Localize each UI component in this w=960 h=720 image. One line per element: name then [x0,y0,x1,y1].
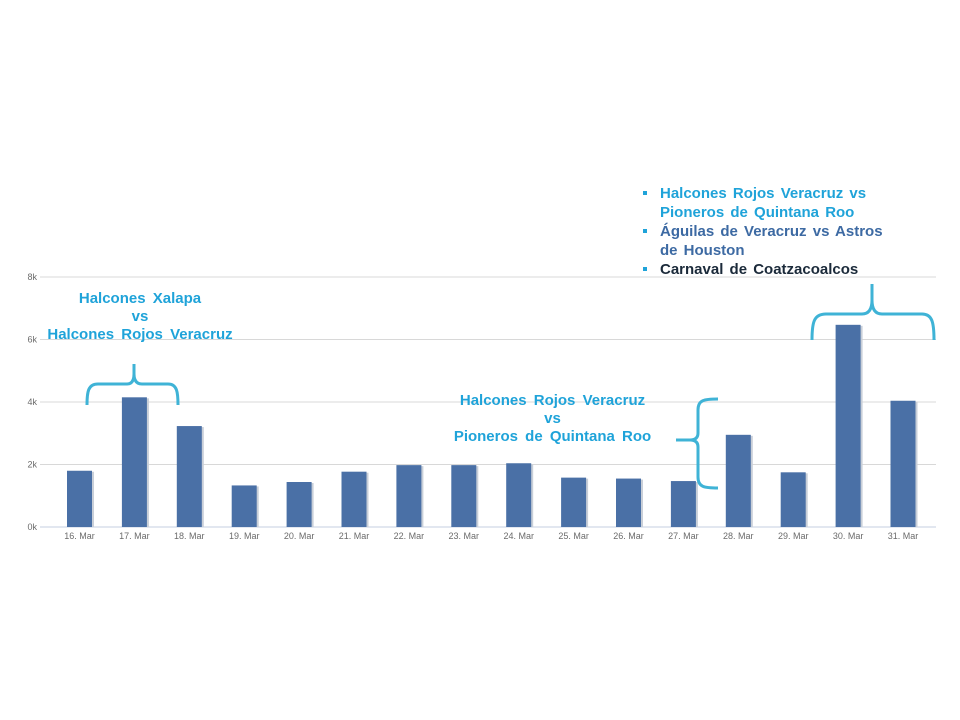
bar [341,471,367,527]
x-tick-label: 21. Mar [339,531,370,541]
x-tick-label: 22. Mar [394,531,425,541]
square-bullet-icon [643,191,647,195]
bar [231,485,257,527]
annotation-left-line: Halcones Xalapa [78,290,202,307]
bracket-right [810,284,936,341]
x-tick-label: 19. Mar [229,531,260,541]
bar [561,477,587,527]
annotation-middle: Halcones Rojos Veracruz vs Pioneros de Q… [430,392,675,446]
y-tick-label: 6k [27,335,37,345]
annotation-list-item: Águilas de Veracruz vs Astros de Houston [640,222,940,260]
x-tick-label: 25. Mar [558,531,589,541]
square-bullet-icon [643,267,647,271]
x-tick-label: 23. Mar [449,531,480,541]
annotation-middle-line: Halcones Rojos Veracruz [459,392,646,409]
bar [286,482,312,527]
x-tick-label: 29. Mar [778,531,809,541]
bar [890,400,916,527]
x-tick-label: 31. Mar [888,531,919,541]
annotation-middle-line: Pioneros de Quintana Roo [453,428,652,445]
y-axis-labels: 0k 2k 4k 6k 8k [27,272,37,532]
bar [616,478,641,527]
bar [506,463,532,527]
annotation-list-line: Halcones Rojos Veracruz vs [660,185,867,202]
bar [725,434,751,527]
annotation-left-line: vs [131,308,149,325]
x-tick-label: 26. Mar [613,531,644,541]
square-bullet-icon [643,229,647,233]
annotation-left: Halcones Xalapa vs Halcones Rojos Veracr… [30,290,250,344]
x-tick-label: 17. Mar [119,531,150,541]
bar [670,481,696,527]
bar [451,465,477,527]
annotation-right-list: Halcones Rojos Veracruz vs Pioneros de Q… [640,184,940,279]
annotation-brackets [85,284,936,490]
bar [396,465,422,527]
x-tick-label: 24. Mar [503,531,534,541]
x-tick-label: 16. Mar [64,531,95,541]
annotation-list-item: Halcones Rojos Veracruz vs Pioneros de Q… [640,184,940,222]
annotation-list-line: de Houston [660,242,745,259]
x-tick-label: 20. Mar [284,531,315,541]
x-tick-label: 28. Mar [723,531,754,541]
y-tick-label: 4k [27,397,37,407]
bar [835,324,861,527]
x-tick-label: 18. Mar [174,531,205,541]
chart-bars [67,324,918,527]
annotation-left-line: Halcones Rojos Veracruz [47,326,233,343]
x-axis-labels: 16. Mar 17. Mar 18. Mar 19. Mar 20. Mar 21. M… [64,531,918,541]
annotation-middle-line: vs [544,410,561,427]
y-tick-label: 8k [27,272,37,282]
bracket-left [85,364,180,406]
x-tick-label: 30. Mar [833,531,864,541]
annotation-list-item: Carnaval de Coatzacoalcos [640,260,940,279]
annotation-list-line: Pioneros de Quintana Roo [660,204,855,221]
x-tick-label: 27. Mar [668,531,699,541]
y-tick-label: 2k [27,460,37,470]
y-tick-label: 0k [27,522,37,532]
bracket-middle [676,397,719,490]
annotation-list-line: Águilas de Veracruz vs Astros [660,223,883,240]
bar [67,470,92,527]
bar [121,397,147,527]
bar [176,426,202,527]
bar [780,472,806,527]
annotation-list-line: Carnaval de Coatzacoalcos [660,261,859,278]
